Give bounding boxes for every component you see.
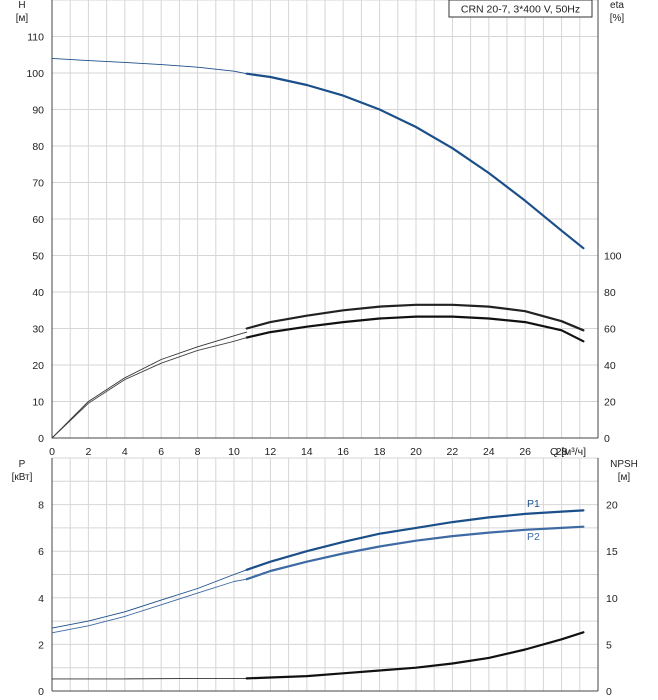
head-tick-label: 90 <box>32 105 44 117</box>
head-tick-label: 80 <box>32 141 44 153</box>
top-series-5 <box>245 303 585 332</box>
power-tick-label: 4 <box>38 593 44 605</box>
x-tick-label: 16 <box>337 446 349 458</box>
head-tick-label: 50 <box>32 251 44 263</box>
x-tick-label: 28 <box>556 446 568 458</box>
bottom-series-5 <box>245 631 585 680</box>
head-tick-label: 0 <box>38 433 44 445</box>
x-tick-label: 10 <box>228 446 240 458</box>
x-tick-label: 20 <box>410 446 422 458</box>
series-label-p2: P2 <box>527 531 540 543</box>
x-tick-label: 12 <box>265 446 277 458</box>
power-axis-label: P <box>19 459 26 470</box>
head-tick-label: 40 <box>32 287 44 299</box>
npsh-tick-label: 5 <box>606 639 612 651</box>
head-tick-label: 110 <box>27 32 44 44</box>
x-tick-label: 0 <box>49 446 55 458</box>
series-layer <box>51 57 585 680</box>
x-tick-label: 14 <box>301 446 313 458</box>
eta-axis-label: eta <box>610 0 624 11</box>
x-tick-label: 24 <box>483 446 495 458</box>
power-tick-label: 2 <box>38 639 44 651</box>
flow-axis-label: Q [м³/ч] <box>550 446 586 458</box>
head-tick-label: 70 <box>32 178 44 190</box>
eta-tick-label: 80 <box>604 287 616 299</box>
x-tick-label: 18 <box>374 446 386 458</box>
bottom-series-4 <box>51 677 248 680</box>
text-layer: 0 2 4 6 8 10 12 14 16 18 20 22 24 26 28010203040506070… <box>26 32 621 699</box>
x-tick-label: 22 <box>447 446 459 458</box>
head-tick-label: 30 <box>32 324 44 336</box>
head-axis-label: H <box>18 0 25 11</box>
top-series-0 <box>51 57 248 75</box>
series-label-p1: P1 <box>527 498 540 510</box>
eta-tick-label: 0 <box>604 433 610 445</box>
eta-tick-label: 100 <box>604 251 622 263</box>
eta-tick-label: 20 <box>604 397 616 409</box>
bottom-series-2 <box>51 578 248 634</box>
npsh-tick-label: 20 <box>606 500 618 512</box>
top-series-2 <box>51 331 248 439</box>
top-series-1 <box>245 72 585 250</box>
npsh-tick-label: 0 <box>606 686 612 698</box>
npsh-tick-label: 10 <box>606 593 618 605</box>
chart-title: CRN 20-7, 3*400 V, 50Hz <box>461 4 580 16</box>
npsh-tick-label: 15 <box>606 546 618 558</box>
title-box <box>448 0 593 18</box>
eta-axis-unit: [%] <box>610 13 625 24</box>
top-series-3 <box>245 315 585 343</box>
head-tick-label: 20 <box>32 360 44 372</box>
x-tick-label: 6 <box>158 446 164 458</box>
bottom-series-0 <box>51 569 248 629</box>
grid-layer <box>51 0 599 692</box>
head-tick-label: 100 <box>26 68 44 80</box>
power-tick-label: 0 <box>38 686 44 698</box>
head-tick-label: 10 <box>32 397 44 409</box>
top-series-4 <box>51 337 248 439</box>
head-tick-label: 60 <box>32 214 44 226</box>
power-tick-label: 6 <box>38 546 44 558</box>
eta-tick-label: 60 <box>604 324 616 336</box>
npsh-axis-label: NPSH <box>610 459 638 470</box>
x-tick-label: 8 <box>195 446 201 458</box>
eta-tick-label: 40 <box>604 360 616 372</box>
bottom-series-1 <box>245 509 585 571</box>
x-tick-label: 26 <box>519 446 531 458</box>
x-tick-label: 4 <box>122 446 128 458</box>
x-tick-label: 2 <box>85 446 91 458</box>
bottom-series-3 <box>245 525 585 581</box>
power-tick-label: 8 <box>38 500 44 512</box>
power-axis-unit: [кВт] <box>12 472 33 483</box>
npsh-axis-unit: [м] <box>618 472 631 483</box>
head-axis-unit: [м] <box>16 13 29 24</box>
